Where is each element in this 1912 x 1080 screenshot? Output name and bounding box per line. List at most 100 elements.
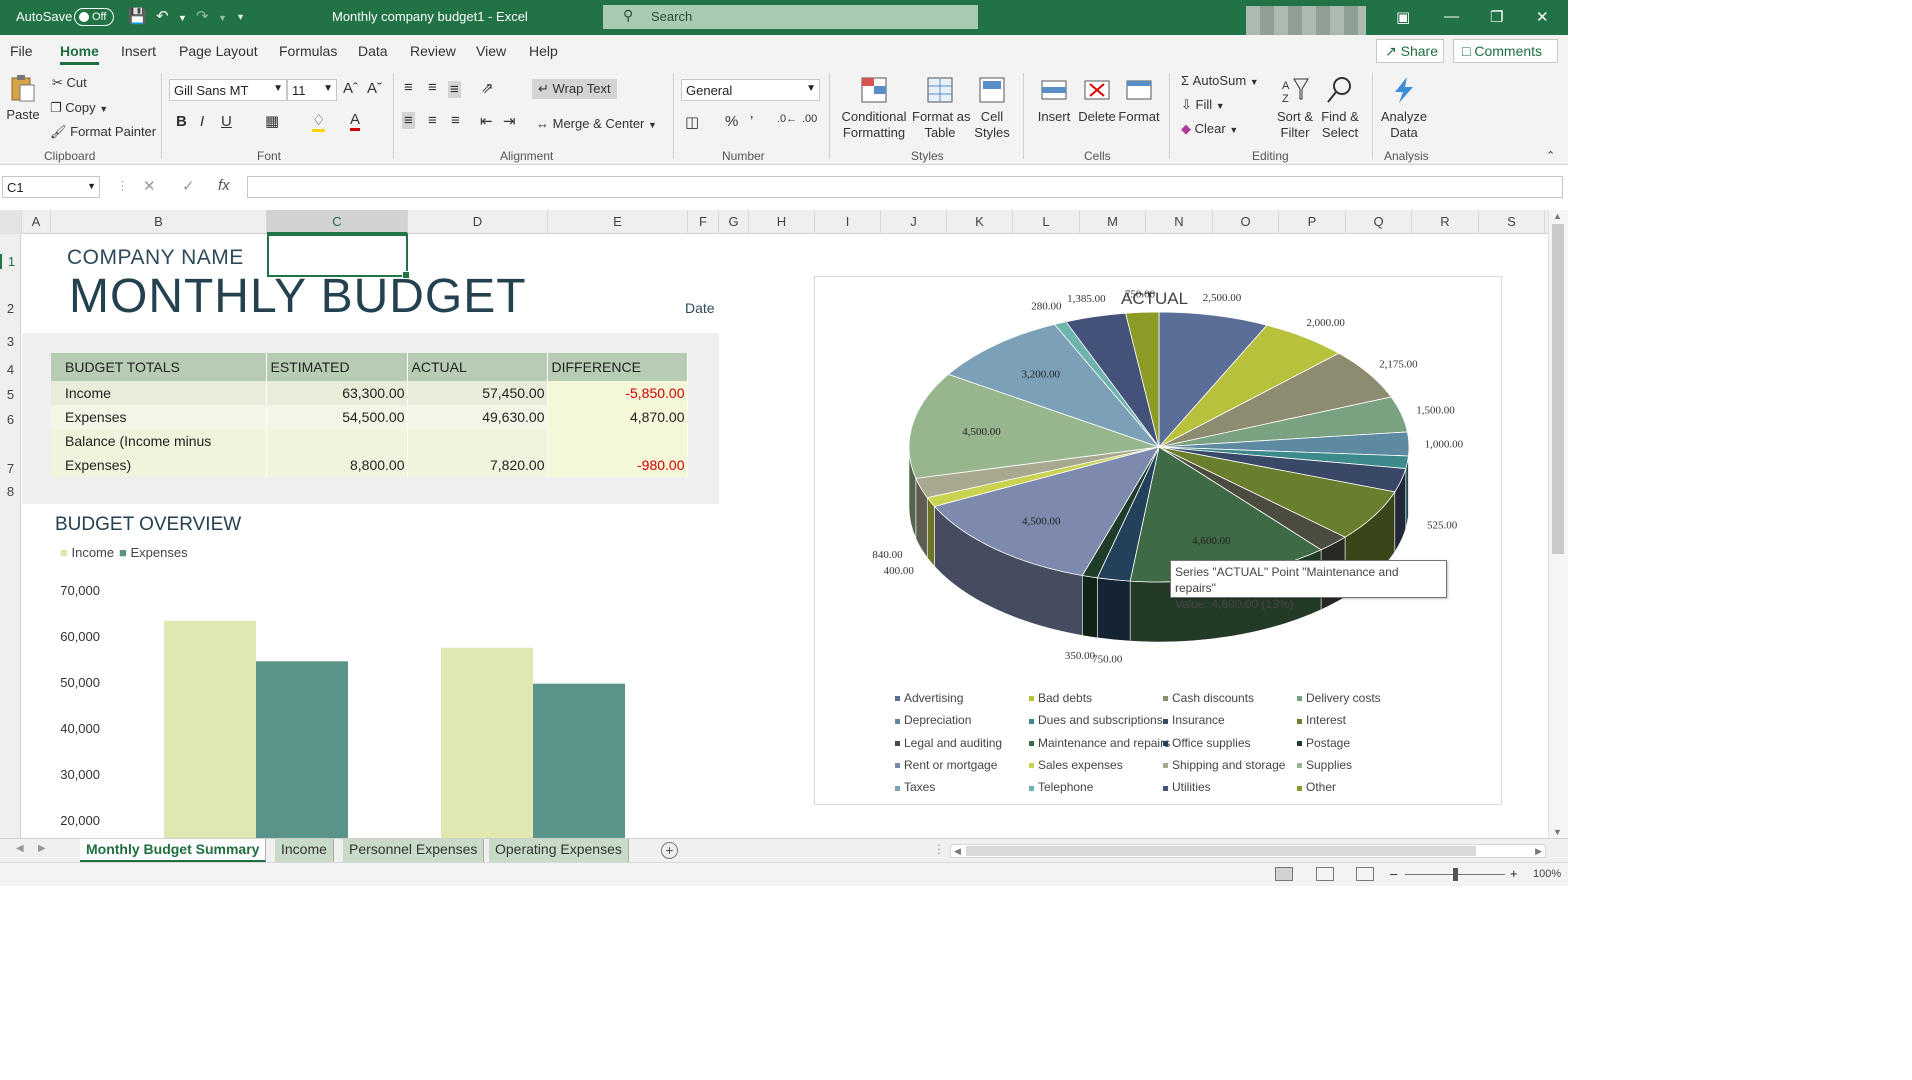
sheet-tab-income[interactable]: Income [275, 839, 334, 862]
legend-item-sales-expenses[interactable]: Sales expenses [1029, 758, 1123, 772]
increase-decimal-icon[interactable]: .0← [777, 113, 798, 125]
align-middle-icon[interactable]: ≡ [428, 79, 437, 96]
autosave-toggle[interactable]: Off [74, 8, 114, 26]
legend-item-delivery-costs[interactable]: Delivery costs [1297, 691, 1381, 705]
find-select-button[interactable]: Find & Select [1318, 75, 1362, 141]
delete-cells-button[interactable]: Delete [1076, 75, 1118, 124]
analyze-data-button[interactable]: Analyze Data [1380, 75, 1428, 141]
wrap-text-button[interactable]: ↵ Wrap Text [532, 79, 617, 99]
pie-slice-rent-or-mortgage[interactable] [933, 446, 1160, 576]
tab-help[interactable]: Help [529, 43, 558, 59]
column-header[interactable]: K [947, 210, 1013, 234]
estimated-cell[interactable]: 54,500.00 [266, 405, 408, 429]
row-header[interactable]: 5 [6, 387, 15, 402]
formula-input[interactable] [247, 176, 1563, 198]
budget-overview-chart[interactable]: 70,000 60,000 50,000 40,000 30,000 20,000 [22, 574, 722, 838]
column-header[interactable]: B [51, 210, 267, 234]
column-header[interactable]: I [815, 210, 881, 234]
tab-view[interactable]: View [476, 43, 507, 59]
redo-icon[interactable]: ↷ [196, 8, 209, 25]
scroll-up-icon[interactable]: ▲ [1553, 211, 1562, 221]
legend-item-depreciation[interactable]: Depreciation [895, 713, 971, 727]
scroll-right-icon[interactable]: ▶ [1535, 846, 1542, 856]
tab-splitter-icon[interactable]: ⋮ [933, 842, 945, 856]
actual-pie-chart[interactable]: 2,500.00 2,000.00 2,175.00 1,500.00 1,000.00… [815, 277, 1503, 667]
increase-indent-icon[interactable]: ⇥ [503, 113, 516, 130]
pie-slice-advertising[interactable] [1158, 311, 1268, 449]
tab-formulas[interactable]: Formulas [279, 43, 338, 59]
format-painter-button[interactable]: 🖌 Format Painter [50, 124, 156, 140]
actual-cell[interactable]: 57,450.00 [407, 381, 548, 405]
name-box[interactable]: C1 ▼ [2, 176, 100, 198]
estimated-cell[interactable]: 63,300.00 [266, 381, 408, 405]
insert-cells-button[interactable]: Insert [1033, 75, 1075, 124]
column-header[interactable]: J [881, 210, 947, 234]
number-format-select[interactable]: General ▼ [681, 79, 820, 101]
vertical-scrollbar[interactable]: ▲ ▼ [1548, 210, 1568, 838]
difference-cell[interactable]: -5,850.00 [547, 381, 688, 405]
redo-dropdown-icon[interactable]: ▼ [218, 13, 227, 23]
scrollbar-thumb[interactable] [966, 846, 1476, 856]
clear-button[interactable]: ◆ Clear ▼ [1181, 121, 1238, 137]
user-avatar[interactable] [1246, 6, 1366, 36]
decrease-indent-icon[interactable]: ⇤ [480, 113, 493, 130]
accounting-format-icon[interactable]: ◫ [685, 114, 700, 131]
format-cells-button[interactable]: Format [1118, 75, 1160, 124]
column-header[interactable]: H [749, 210, 815, 234]
page-layout-view-icon[interactable] [1316, 867, 1334, 881]
actual-cell-empty[interactable] [407, 429, 548, 453]
percent-icon[interactable]: % [725, 113, 739, 130]
borders-icon[interactable]: ▦ [265, 113, 280, 130]
legend-item-telephone[interactable]: Telephone [1029, 780, 1093, 794]
legend-item-insurance[interactable]: Insurance [1163, 713, 1225, 727]
column-header[interactable]: E [548, 210, 688, 234]
legend-item-maintenance-and-repairs[interactable]: Maintenance and repairs [1029, 736, 1170, 750]
scrollbar-thumb[interactable] [1552, 224, 1564, 554]
align-left-icon[interactable]: ≡ [402, 112, 415, 129]
column-header[interactable]: A [22, 210, 51, 234]
column-header[interactable]: C [267, 210, 408, 234]
italic-icon[interactable]: I [200, 113, 205, 130]
sheet-tab-operating-expenses[interactable]: Operating Expenses [489, 839, 629, 862]
tab-page-layout[interactable]: Page Layout [179, 43, 258, 59]
select-all-corner[interactable] [0, 210, 22, 234]
undo-dropdown-icon[interactable]: ▼ [178, 13, 187, 23]
sheet-tab-personnel-expenses[interactable]: Personnel Expenses [343, 839, 485, 862]
difference-cell[interactable]: -980.00 [547, 453, 688, 477]
tab-review[interactable]: Review [410, 43, 456, 59]
search-box[interactable]: ⚲ Search [603, 5, 978, 29]
decrease-decimal-icon[interactable]: .00 [802, 113, 818, 125]
tab-file[interactable]: File [10, 43, 33, 59]
difference-cell-empty[interactable] [547, 429, 688, 453]
row-header[interactable]: 7 [6, 461, 15, 476]
ribbon-display-options-icon[interactable]: ▣ [1396, 9, 1411, 26]
legend-item-legal-and-auditing[interactable]: Legal and auditing [895, 736, 1002, 750]
column-header[interactable]: S [1479, 210, 1545, 234]
legend-item-bad-debts[interactable]: Bad debts [1029, 691, 1092, 705]
pie-slice-other[interactable] [1125, 311, 1160, 448]
comma-style-icon[interactable]: ’ [750, 113, 754, 130]
align-right-icon[interactable]: ≡ [451, 112, 460, 129]
legend-item-utilities[interactable]: Utilities [1163, 780, 1211, 794]
bar-income-estimated[interactable] [164, 620, 256, 838]
align-top-icon[interactable]: ≡ [404, 79, 413, 96]
column-header[interactable]: P [1279, 210, 1346, 234]
comments-button[interactable]: □ Comments [1453, 39, 1558, 63]
merge-center-button[interactable]: ↔ Merge & Center ▼ [536, 116, 657, 131]
column-header[interactable]: O [1213, 210, 1279, 234]
estimated-cell-empty[interactable] [266, 429, 408, 453]
prev-sheet-icon[interactable]: ◀ [16, 843, 24, 854]
legend-item-office-supplies[interactable]: Office supplies [1163, 736, 1251, 750]
zoom-slider-thumb[interactable] [1453, 868, 1458, 881]
decrease-font-icon[interactable]: Aˇ [367, 80, 382, 97]
column-header[interactable]: M [1080, 210, 1146, 234]
increase-font-icon[interactable]: Aˆ [343, 80, 358, 97]
column-header[interactable]: R [1412, 210, 1479, 234]
legend-item-other[interactable]: Other [1297, 780, 1336, 794]
legend-item-supplies[interactable]: Supplies [1297, 758, 1352, 772]
font-name-select[interactable]: Gill Sans MT ▼ [169, 79, 287, 101]
font-size-select[interactable]: 11 ▼ [287, 79, 337, 101]
cut-button[interactable]: ✂ Cut [52, 75, 87, 91]
autosum-button[interactable]: Σ AutoSum ▼ [1181, 73, 1259, 88]
align-bottom-icon[interactable]: ≡ [448, 81, 461, 98]
